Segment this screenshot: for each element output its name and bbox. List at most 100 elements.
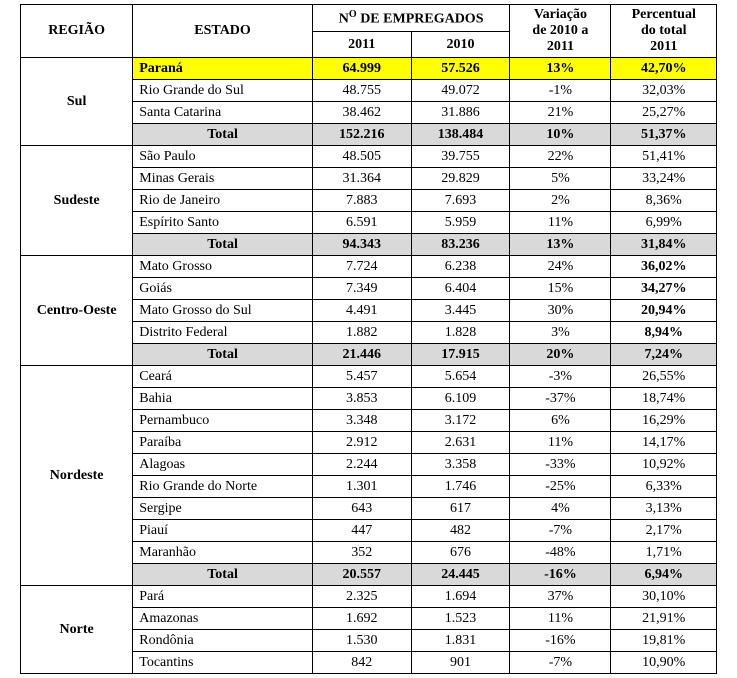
pct-cell: 25,27%: [611, 102, 717, 124]
v2010-cell: 1.694: [411, 586, 510, 608]
estado-cell: Rio de Janeiro: [133, 190, 313, 212]
v2010-cell: 1.831: [411, 630, 510, 652]
table-row: Centro-OesteMato Grosso7.7246.23824%36,0…: [21, 256, 717, 278]
estado-cell: Mato Grosso: [133, 256, 313, 278]
v2011-cell: 31.364: [312, 168, 411, 190]
var-cell: -3%: [510, 366, 611, 388]
total-v2010: 138.484: [411, 124, 510, 146]
v2011-cell: 48.505: [312, 146, 411, 168]
estado-cell: Rio Grande do Norte: [133, 476, 313, 498]
var-cell: 13%: [510, 58, 611, 80]
var-cell: -48%: [510, 542, 611, 564]
v2011-cell: 7.883: [312, 190, 411, 212]
v2011-cell: 64.999: [312, 58, 411, 80]
pct-cell: 6,99%: [611, 212, 717, 234]
pct-cell: 2,17%: [611, 520, 717, 542]
pct-cell: 51,41%: [611, 146, 717, 168]
header-2010: 2010: [411, 32, 510, 58]
var-cell: 11%: [510, 432, 611, 454]
var-cell: 21%: [510, 102, 611, 124]
region-cell: Centro-Oeste: [21, 256, 133, 366]
estado-cell: Santa Catarina: [133, 102, 313, 124]
var-cell: 30%: [510, 300, 611, 322]
v2011-cell: 447: [312, 520, 411, 542]
v2011-cell: 3.853: [312, 388, 411, 410]
total-label: Total: [133, 344, 313, 366]
v2010-cell: 7.693: [411, 190, 510, 212]
pct-cell: 1,71%: [611, 542, 717, 564]
v2011-cell: 48.755: [312, 80, 411, 102]
v2010-cell: 6.238: [411, 256, 510, 278]
region-cell: Norte: [21, 586, 133, 674]
header-2011: 2011: [312, 32, 411, 58]
header-regiao: REGIÃO: [21, 5, 133, 58]
pct-cell: 33,24%: [611, 168, 717, 190]
v2010-cell: 5.654: [411, 366, 510, 388]
estado-cell: Espírito Santo: [133, 212, 313, 234]
var-cell: 6%: [510, 410, 611, 432]
var-cell: 22%: [510, 146, 611, 168]
total-pct: 31,84%: [611, 234, 717, 256]
v2010-cell: 482: [411, 520, 510, 542]
var-cell: 2%: [510, 190, 611, 212]
estado-cell: Sergipe: [133, 498, 313, 520]
pct-cell: 10,90%: [611, 652, 717, 674]
v2010-cell: 1.523: [411, 608, 510, 630]
pct-cell: 26,55%: [611, 366, 717, 388]
pct-cell: 3,13%: [611, 498, 717, 520]
v2011-cell: 1.530: [312, 630, 411, 652]
total-var: 10%: [510, 124, 611, 146]
v2010-cell: 901: [411, 652, 510, 674]
v2010-cell: 3.172: [411, 410, 510, 432]
table-row: SudesteSão Paulo48.50539.75522%51,41%: [21, 146, 717, 168]
estado-cell: Paraíba: [133, 432, 313, 454]
v2010-cell: 1.746: [411, 476, 510, 498]
pct-cell: 16,29%: [611, 410, 717, 432]
pct-cell: 34,27%: [611, 278, 717, 300]
v2011-cell: 842: [312, 652, 411, 674]
header-percentual: Percentual do total 2011: [611, 5, 717, 58]
estado-cell: Alagoas: [133, 454, 313, 476]
var-cell: 3%: [510, 322, 611, 344]
var-cell: -16%: [510, 630, 611, 652]
v2011-cell: 643: [312, 498, 411, 520]
header-empregados: NO DE EMPREGADOS: [312, 5, 510, 32]
var-cell: -37%: [510, 388, 611, 410]
total-label: Total: [133, 234, 313, 256]
v2011-cell: 2.325: [312, 586, 411, 608]
v2011-cell: 38.462: [312, 102, 411, 124]
pct-cell: 42,70%: [611, 58, 717, 80]
v2010-cell: 5.959: [411, 212, 510, 234]
total-v2011: 21.446: [312, 344, 411, 366]
v2010-cell: 49.072: [411, 80, 510, 102]
header-variacao: Variação de 2010 a 2011: [510, 5, 611, 58]
estado-cell: Ceará: [133, 366, 313, 388]
estado-cell: Bahia: [133, 388, 313, 410]
v2011-cell: 7.724: [312, 256, 411, 278]
var-cell: -7%: [510, 652, 611, 674]
v2010-cell: 3.445: [411, 300, 510, 322]
var-cell: -33%: [510, 454, 611, 476]
var-cell: -25%: [510, 476, 611, 498]
total-var: 20%: [510, 344, 611, 366]
total-v2010: 17.915: [411, 344, 510, 366]
v2011-cell: 6.591: [312, 212, 411, 234]
v2011-cell: 1.692: [312, 608, 411, 630]
var-cell: 24%: [510, 256, 611, 278]
region-cell: Sudeste: [21, 146, 133, 256]
total-v2010: 24.445: [411, 564, 510, 586]
total-pct: 7,24%: [611, 344, 717, 366]
total-v2011: 152.216: [312, 124, 411, 146]
estado-cell: Pará: [133, 586, 313, 608]
v2010-cell: 57.526: [411, 58, 510, 80]
table-row: NortePará2.3251.69437%30,10%: [21, 586, 717, 608]
v2010-cell: 2.631: [411, 432, 510, 454]
v2010-cell: 617: [411, 498, 510, 520]
v2010-cell: 29.829: [411, 168, 510, 190]
total-var: 13%: [510, 234, 611, 256]
estado-cell: Rondônia: [133, 630, 313, 652]
total-label: Total: [133, 564, 313, 586]
region-cell: Sul: [21, 58, 133, 146]
v2011-cell: 1.301: [312, 476, 411, 498]
estado-cell: Rio Grande do Sul: [133, 80, 313, 102]
